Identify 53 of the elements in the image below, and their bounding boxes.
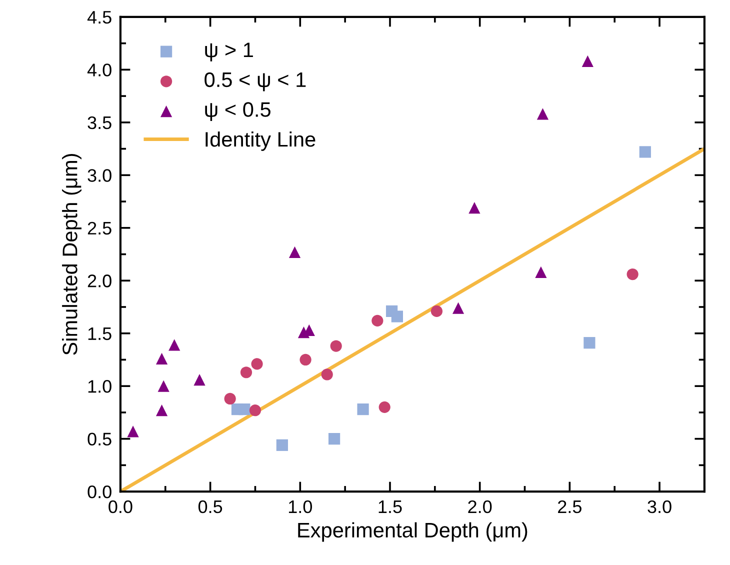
- point: [168, 339, 180, 351]
- y-tick-label: 4.5: [87, 11, 112, 24]
- point: [357, 403, 369, 416]
- point: [194, 374, 206, 386]
- y-axis-title: Simulated Depth (μm): [62, 154, 82, 355]
- point: [626, 268, 638, 280]
- y-tick-label: 3.5: [88, 116, 112, 130]
- point: [251, 358, 263, 370]
- y-tick-label: 1.0: [88, 380, 112, 393]
- point: [430, 305, 443, 318]
- point: [156, 404, 168, 416]
- x-tick-label: 2.5: [558, 500, 582, 514]
- legend-label: ψ > 1: [205, 42, 253, 62]
- point: [288, 246, 301, 258]
- point: [372, 314, 384, 327]
- x-tick-label: 0.5: [198, 500, 222, 514]
- point: [330, 340, 342, 352]
- point: [156, 352, 168, 364]
- point: [584, 337, 596, 349]
- x-tick-label: 1.0: [288, 500, 312, 514]
- y-tick-label: 2.5: [88, 222, 112, 235]
- x-axis-title: Experimental Depth (μm): [298, 522, 528, 542]
- point: [582, 55, 594, 68]
- point: [300, 354, 312, 366]
- x-tick-label: 2.0: [468, 500, 492, 514]
- y-tick-label: 3.0: [88, 169, 112, 182]
- point: [240, 366, 252, 378]
- point: [238, 403, 250, 416]
- point: [224, 392, 236, 405]
- point: [452, 302, 464, 314]
- point: [321, 368, 333, 380]
- point: [249, 404, 262, 416]
- point: [639, 146, 651, 158]
- x-tick-label: 3.0: [648, 500, 672, 514]
- point: [276, 439, 288, 451]
- x-tick-label: 1.5: [378, 500, 402, 514]
- y-tick-label: 4.0: [87, 64, 112, 76]
- y-tick-label: 2.0: [88, 274, 112, 288]
- point: [158, 380, 170, 392]
- legend-label: 0.5 < ψ < 1: [204, 72, 306, 92]
- x-tick-label: 0.0: [108, 500, 132, 514]
- point: [391, 310, 403, 322]
- point: [127, 426, 139, 438]
- y-tick-label: 0.5: [88, 432, 112, 446]
- y-tick-label: 0.0: [88, 485, 112, 498]
- point: [468, 202, 480, 214]
- point: [535, 266, 547, 278]
- point: [536, 108, 549, 120]
- y-tick-label: 1.5: [88, 327, 112, 340]
- point: [328, 433, 340, 445]
- point: [378, 401, 390, 413]
- legend-label: Identity Line: [206, 131, 316, 151]
- legend-label: ψ < 0.5: [205, 102, 270, 122]
